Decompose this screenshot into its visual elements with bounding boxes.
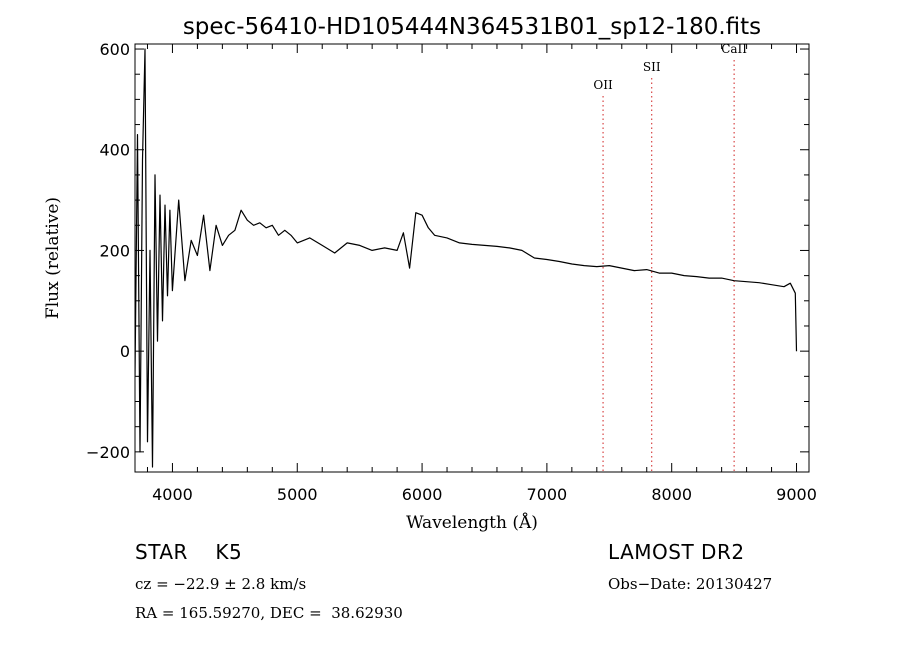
spectrum-chart: spec-56410-HD105444N364531B01_sp12-180.f… [43, 14, 817, 533]
y-tick-label: 200 [99, 241, 130, 260]
x-tick-label: 4000 [152, 485, 193, 504]
coordinates-label: RA = 165.59270, DEC = 38.62930 [135, 604, 403, 622]
y-tick-label: 400 [99, 141, 130, 160]
x-tick-label: 8000 [651, 485, 692, 504]
x-tick-label: 5000 [277, 485, 318, 504]
y-tick-label: 0 [120, 342, 130, 361]
y-tick-label: −200 [86, 443, 130, 462]
obs-date-label: Obs−Date: 20130427 [608, 575, 773, 593]
spectrum-series-line [135, 48, 798, 468]
y-tick-label: 600 [99, 40, 130, 59]
plot-frame [134, 43, 810, 473]
spectral-line-label: SII [643, 60, 661, 74]
chart-title: spec-56410-HD105444N364531B01_sp12-180.f… [183, 14, 761, 40]
redshift-label: cz = −22.9 ± 2.8 km/s [135, 575, 307, 593]
x-tick-label: 7000 [527, 485, 568, 504]
x-tick-label: 6000 [402, 485, 443, 504]
star-class-label: STAR K5 [135, 540, 243, 564]
x-tick-label: 9000 [776, 485, 817, 504]
x-axis-label: Wavelength (Å) [406, 512, 538, 533]
survey-label: LAMOST DR2 [608, 540, 745, 564]
y-axis-label: Flux (relative) [43, 197, 63, 319]
spectral-line-label: CaII [721, 42, 747, 56]
spectral-line-label: OII [593, 78, 613, 92]
